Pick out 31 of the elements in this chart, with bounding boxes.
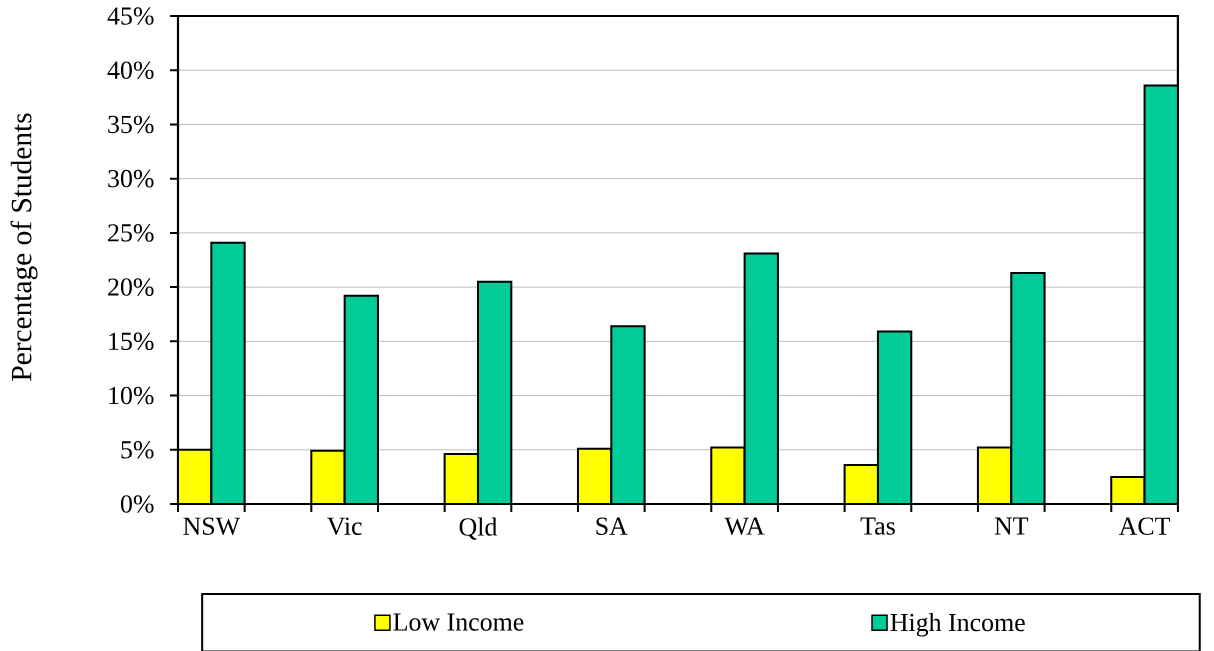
y-tick-label: 5% — [121, 440, 154, 459]
bar — [710, 446, 746, 504]
legend-label: Low Income — [393, 613, 524, 631]
bar — [310, 449, 346, 504]
bar — [476, 280, 513, 504]
y-axis-title: Percentage of Students — [10, 113, 38, 381]
x-tick-label: WA — [724, 517, 765, 536]
bar — [743, 252, 779, 504]
y-tick-label: 0% — [120, 495, 154, 513]
y-tick-label: 35% — [108, 115, 154, 134]
y-tick-label: 15% — [109, 332, 154, 351]
y-tick-label: 10% — [109, 386, 154, 405]
y-tick-label: 20% — [108, 278, 154, 296]
x-tick-label: NSW — [183, 517, 241, 536]
y-tick-label: 40% — [107, 61, 154, 80]
bar — [1143, 84, 1178, 504]
bar — [1010, 272, 1046, 504]
bar — [610, 325, 646, 504]
bar — [210, 241, 246, 504]
y-tick-label: 45% — [107, 7, 154, 25]
x-tick-label: ACT — [1118, 517, 1171, 535]
x-tick-label: Qld — [459, 517, 498, 540]
bar — [343, 294, 379, 504]
x-tick-label: NT — [994, 517, 1029, 535]
x-tick-label: SA — [596, 517, 628, 535]
y-tick-label: 25% — [108, 224, 154, 242]
legend-label: High Income — [890, 613, 1025, 637]
x-tick-label: Tas — [860, 517, 895, 535]
x-tick-label: Vic — [327, 517, 362, 536]
bar — [876, 330, 913, 504]
y-tick-label: 30% — [108, 169, 154, 188]
